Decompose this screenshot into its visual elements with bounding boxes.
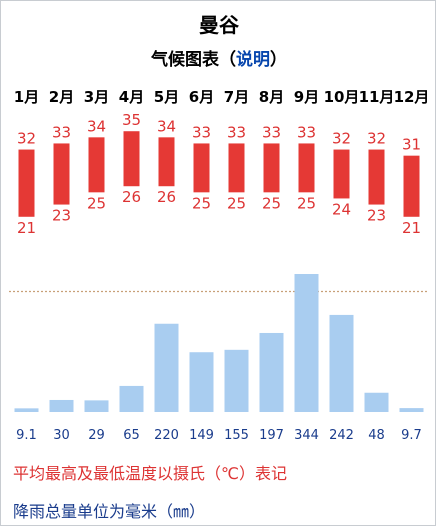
month-label: 7月 (224, 88, 249, 106)
temp-low-label: 21 (17, 219, 36, 237)
temp-low-label: 25 (297, 194, 316, 212)
precip-value-label: 48 (368, 428, 385, 443)
precip-value-label: 344 (294, 428, 319, 443)
temp-high-label: 34 (157, 117, 176, 135)
precip-bar (329, 314, 354, 412)
month-label: 4月 (119, 88, 144, 106)
precip-bar (14, 408, 39, 412)
precip-value-label: 9.1 (16, 428, 37, 443)
temp-high-label: 33 (297, 123, 316, 141)
temp-low-label: 25 (87, 194, 106, 212)
temp-range-bar (333, 149, 350, 199)
temp-range-bar (403, 155, 420, 217)
temp-range-bar (228, 143, 245, 193)
temp-low-label: 25 (192, 194, 211, 212)
precipitation-note: 降雨总量单位为毫米（㎜） (13, 502, 206, 521)
temp-high-label: 32 (332, 130, 351, 148)
month-label: 3月 (84, 88, 109, 106)
temp-range-bar (263, 143, 280, 193)
temp-low-label: 25 (227, 194, 246, 212)
temp-high-label: 34 (87, 117, 106, 135)
precip-value-label: 149 (189, 428, 214, 443)
month-label: 6月 (189, 88, 214, 106)
explanation-link[interactable]: 说明 (236, 50, 270, 70)
precip-value-label: 197 (259, 428, 284, 443)
temp-high-label: 33 (52, 123, 71, 141)
temp-range-bar (88, 137, 105, 193)
precip-value-label: 29 (88, 428, 105, 443)
precip-bar (49, 399, 74, 412)
temp-range-bar (193, 143, 210, 193)
chart-subtitle: 气候图表（说明） (1, 45, 436, 70)
temp-range-bar (158, 137, 175, 187)
precip-bar (119, 385, 144, 412)
month-label: 2月 (49, 88, 74, 106)
precip-bar (154, 323, 179, 412)
temp-high-label: 33 (262, 123, 281, 141)
climate-chart-svg: 1月 32 21 9.1 2月 33 23 30 3月 34 25 29 4月 35 26 65 5月 34 26 2… (9, 88, 430, 443)
precip-bar (364, 392, 389, 412)
month-label: 8月 (259, 88, 284, 106)
temp-range-bar (298, 143, 315, 193)
precip-value-label: 155 (224, 428, 249, 443)
temp-low-label: 24 (332, 200, 351, 218)
precip-bar (259, 332, 284, 412)
temp-high-label: 32 (17, 130, 36, 148)
month-label: 9月 (294, 88, 319, 106)
temp-low-label: 21 (402, 219, 421, 237)
temp-high-label: 33 (192, 123, 211, 141)
precip-value-label: 9.7 (401, 428, 422, 443)
temp-low-label: 26 (122, 188, 141, 206)
temp-low-label: 26 (157, 188, 176, 206)
month-label: 12月 (394, 88, 430, 106)
month-label: 1月 (14, 88, 39, 106)
precip-value-label: 220 (154, 428, 179, 443)
temp-range-bar (53, 143, 70, 205)
precip-value-label: 65 (123, 428, 140, 443)
precip-value-label: 242 (329, 428, 354, 443)
temperature-note: 平均最高及最低温度以摄氏（℃）表记 (13, 464, 287, 483)
precip-bar (84, 400, 109, 412)
temp-low-label: 25 (262, 194, 281, 212)
temp-range-bar (18, 149, 35, 217)
temp-high-label: 35 (122, 111, 141, 129)
precip-bar (189, 352, 214, 412)
temp-high-label: 33 (227, 123, 246, 141)
temp-high-label: 31 (402, 136, 421, 154)
temp-high-label: 32 (367, 130, 386, 148)
temp-range-bar (123, 131, 140, 187)
precip-bar (224, 349, 249, 412)
temp-low-label: 23 (367, 207, 386, 225)
precip-bar (294, 274, 319, 412)
month-label: 11月 (359, 88, 395, 106)
temp-range-bar (368, 149, 385, 205)
precip-value-label: 30 (53, 428, 70, 443)
month-label: 10月 (324, 88, 360, 106)
month-label: 5月 (154, 88, 179, 106)
chart-title: 曼谷 (199, 13, 239, 37)
subtitle-suffix: ） (270, 50, 287, 70)
precip-bar (399, 408, 424, 412)
temp-low-label: 23 (52, 207, 71, 225)
subtitle-prefix: 气候图表（ (151, 50, 236, 70)
